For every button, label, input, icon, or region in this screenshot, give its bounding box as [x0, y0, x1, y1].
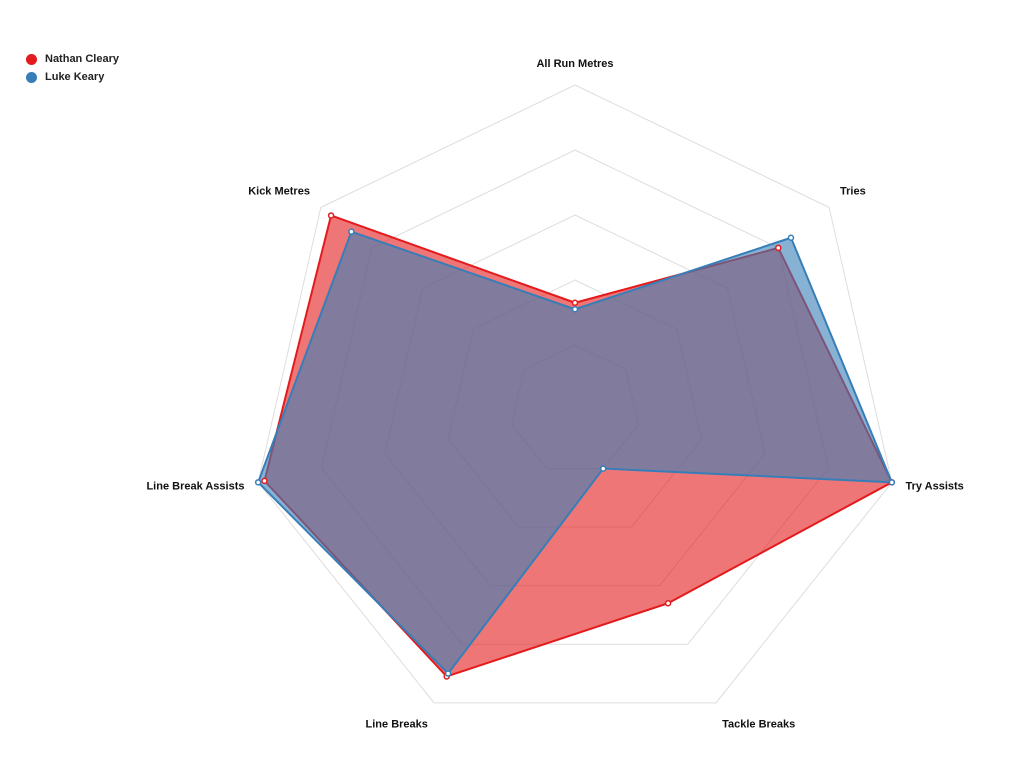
point-luke-keary-tackle-breaks	[599, 465, 607, 472]
point-nathan-cleary-tries	[775, 244, 782, 252]
legend-swatch-nathan-cleary	[26, 53, 37, 65]
legend-item-luke-keary[interactable]: Luke Keary	[26, 68, 119, 86]
point-luke-keary-line-break-assists	[254, 479, 262, 486]
point-luke-keary-kick-metres	[348, 228, 355, 235]
point-luke-keary-line-breaks	[444, 670, 452, 677]
legend-item-nathan-cleary[interactable]: Nathan Cleary	[26, 50, 119, 68]
point-nathan-cleary-all-run-metres	[571, 299, 579, 306]
axis-label-tries: Tries	[840, 186, 866, 198]
legend: Nathan Cleary Luke Keary	[26, 50, 119, 86]
point-luke-keary-try-assists	[888, 479, 896, 486]
series-area-luke-keary	[257, 230, 893, 675]
point-nathan-cleary-tackle-breaks	[664, 600, 672, 607]
axis-label-all-run-metres: All Run Metres	[536, 58, 613, 70]
axis-label-line-breaks: Line Breaks	[366, 718, 428, 730]
axis-label-try-assists: Try Assists	[906, 480, 964, 492]
axis-label-line-break-assists: Line Break Assists	[146, 480, 244, 492]
axis-label-tackle-breaks: Tackle Breaks	[722, 718, 795, 730]
legend-label-nathan-cleary: Nathan Cleary	[45, 53, 119, 65]
legend-label-luke-keary: Luke Keary	[45, 71, 105, 83]
point-luke-keary-all-run-metres	[571, 306, 579, 313]
point-nathan-cleary-line-break-assists	[261, 477, 268, 485]
grid-ring-5	[257, 84, 893, 704]
legend-swatch-luke-keary	[26, 71, 37, 83]
axis-label-kick-metres: Kick Metres	[248, 186, 310, 198]
point-luke-keary-tries	[787, 234, 795, 242]
point-nathan-cleary-kick-metres	[327, 212, 335, 219]
